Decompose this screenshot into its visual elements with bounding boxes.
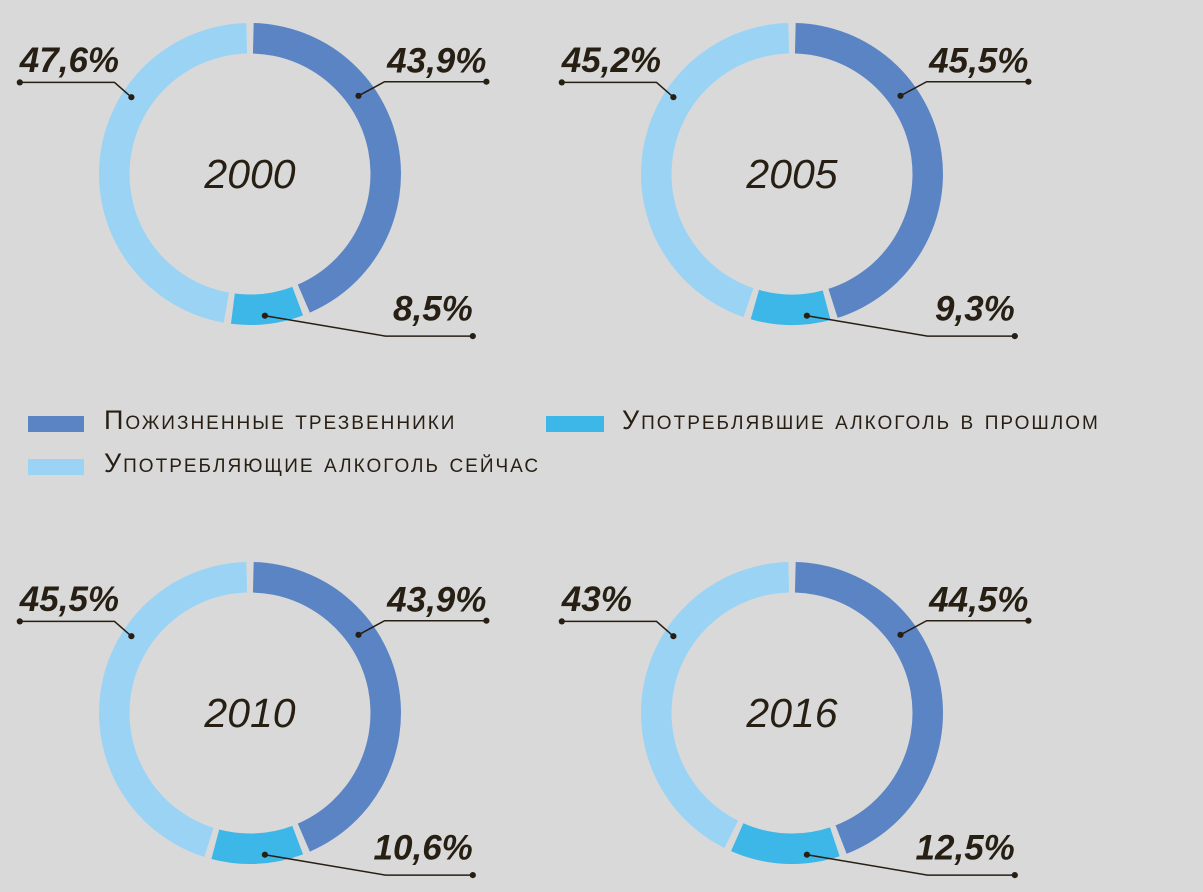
svg-text:43%: 43% xyxy=(561,580,632,619)
svg-text:43,9%: 43,9% xyxy=(386,42,486,81)
svg-text:45,5%: 45,5% xyxy=(928,42,1028,81)
svg-text:2000: 2000 xyxy=(203,151,295,197)
svg-text:10,6%: 10,6% xyxy=(374,829,473,868)
svg-text:2005: 2005 xyxy=(745,151,837,197)
svg-text:Употребляющие алкоголь сейчас: Употребляющие алкоголь сейчас xyxy=(104,448,540,478)
svg-text:44,5%: 44,5% xyxy=(928,581,1028,620)
svg-text:Употреблявшие алкоголь в прошл: Употреблявшие алкоголь в прошлом xyxy=(622,405,1100,435)
svg-text:45,2%: 45,2% xyxy=(561,41,661,80)
svg-text:2010: 2010 xyxy=(203,690,295,736)
svg-text:45,5%: 45,5% xyxy=(19,580,119,619)
svg-text:12,5%: 12,5% xyxy=(916,829,1015,868)
svg-text:9,3%: 9,3% xyxy=(935,290,1015,329)
svg-text:47,6%: 47,6% xyxy=(19,41,119,80)
svg-text:Пожизненные трезвенники: Пожизненные трезвенники xyxy=(104,405,456,435)
svg-text:2016: 2016 xyxy=(745,690,837,736)
svg-text:8,5%: 8,5% xyxy=(393,290,473,329)
svg-text:43,9%: 43,9% xyxy=(386,581,486,620)
